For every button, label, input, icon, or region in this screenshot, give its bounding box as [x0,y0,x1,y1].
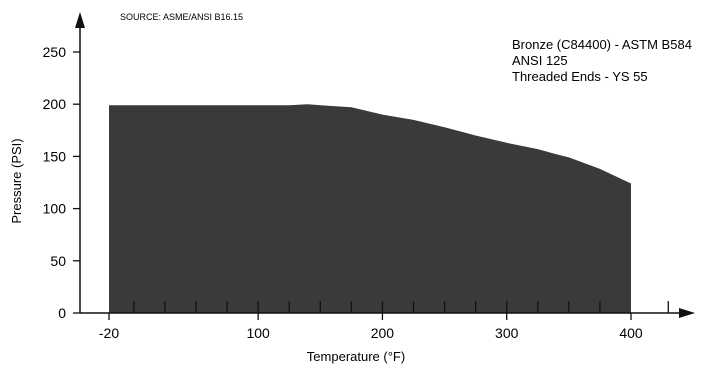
x-axis-title: Temperature (°F) [307,349,405,364]
x-tick-label-300: 300 [495,325,519,341]
y-axis-arrow [75,12,85,28]
pressure-area [109,104,631,313]
x-tick-label-100: 100 [246,325,270,341]
y-tick-label-250: 250 [43,44,67,60]
annotation-ends: Threaded Ends - YS 55 [512,69,648,84]
y-tick-label-100: 100 [43,201,67,217]
x-tick-label-200: 200 [371,325,395,341]
y-tick-label-200: 200 [43,96,67,112]
x-axis-arrow [679,308,695,318]
y-axis-title: Pressure (PSI) [9,138,24,223]
x-tick-label--20: -20 [99,325,119,341]
x-tick-label-400: 400 [619,325,643,341]
y-tick-label-150: 150 [43,148,67,164]
plot-area [109,104,631,313]
annotation-class: ANSI 125 [512,53,568,68]
tick-labels: 0 50 100 150 200 250 -20 100 200 300 400 [43,44,643,341]
y-tick-label-50: 50 [50,253,66,269]
y-tick-label-0: 0 [58,305,66,321]
source-note: SOURCE: ASME/ANSI B16.15 [120,12,243,22]
annotation-material: Bronze (C84400) - ASTM B584 [512,37,692,52]
axes [73,12,695,320]
